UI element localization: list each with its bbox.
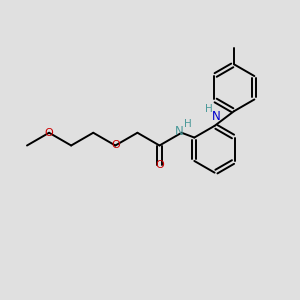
Text: O: O xyxy=(111,140,120,151)
Text: N: N xyxy=(212,110,220,124)
Text: O: O xyxy=(45,128,53,138)
Text: H: H xyxy=(184,119,192,129)
Text: H: H xyxy=(205,103,212,114)
Text: O: O xyxy=(155,160,164,170)
Text: N: N xyxy=(175,125,184,138)
